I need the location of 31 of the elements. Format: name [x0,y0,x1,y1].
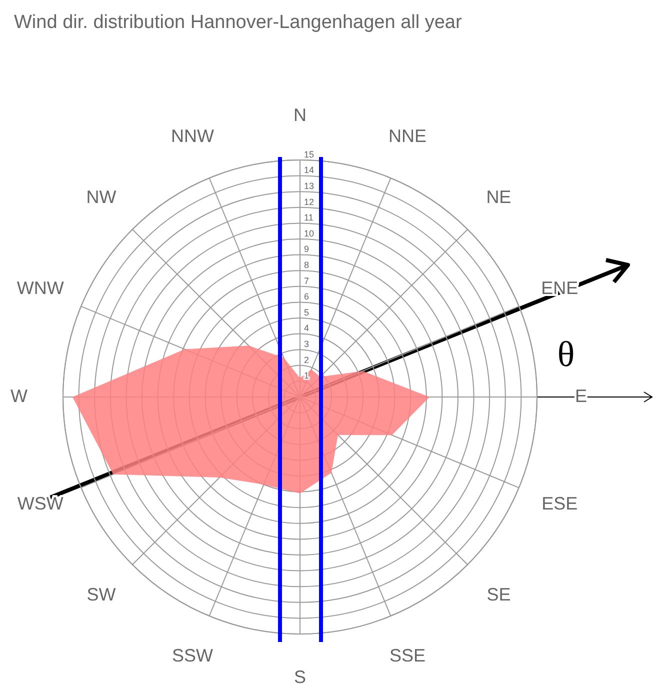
y-tick-label: 8 [304,260,310,270]
spoke-label: SW [86,584,116,604]
y-tick-label: 15 [304,149,314,160]
y-tick-label: 7 [304,276,310,286]
y-tick-label: 1 [304,370,310,381]
y-tick-label: 6 [304,292,310,302]
y-tick-label: 14 [304,165,314,176]
y-tick-label: 13 [304,180,314,191]
spoke-label: NW [86,187,116,208]
spoke-label: S [294,666,306,687]
y-tick-label: 10 [304,228,314,238]
y-tick-label: 12 [304,196,314,207]
y-tick-label: 4 [304,323,310,334]
spoke-label: N [294,104,306,125]
spoke-label: SSE [390,645,426,666]
y-tick-label: 5 [304,307,310,318]
text: θ [557,334,575,374]
y-tick-label: 11 [304,212,314,223]
y-tick-label: 2 [304,354,310,365]
spoke-label: WNW [16,278,64,298]
spoke-label: W [10,386,28,406]
spoke-label: NNE [388,126,427,146]
y-tick-label: 3 [304,338,310,349]
y-tick-label: 9 [304,244,310,254]
spoke-label: NNW [170,126,214,146]
spoke-label: SSW [172,645,213,666]
spoke-label: SE [486,584,511,604]
chart-title: Wind dir. distribution Hannover-Langenhagen all year [14,12,462,33]
spoke-label: NE [486,187,512,208]
spoke-label: WSW [17,493,64,514]
spoke-label: ESE [542,493,578,514]
